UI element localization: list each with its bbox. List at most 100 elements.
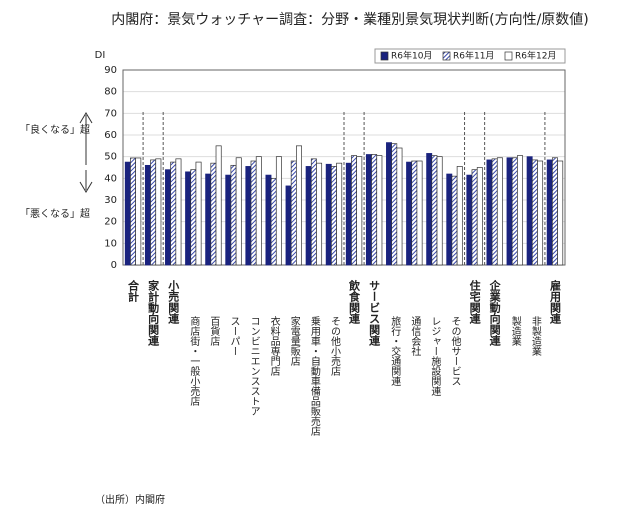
- bar: [195, 161, 202, 266]
- y-tick-label: 20: [104, 217, 117, 228]
- legend-box: [374, 48, 566, 64]
- bar: [285, 185, 292, 266]
- bar: [365, 154, 372, 266]
- bar: [230, 164, 237, 266]
- x-tick-label: 住宅関連: [468, 279, 481, 325]
- bar: [431, 155, 438, 266]
- bar: [210, 162, 217, 266]
- x-tick-label: 飲食関連: [348, 279, 362, 325]
- bar: [471, 169, 478, 266]
- bar: [296, 145, 302, 266]
- x-tick-label: 乗用車・自動車備品販売店: [308, 316, 320, 437]
- bar: [531, 159, 538, 266]
- bar: [406, 161, 413, 266]
- bar: [144, 164, 151, 266]
- bar: [185, 171, 192, 266]
- bar: [265, 174, 272, 266]
- bar: [511, 157, 518, 266]
- bar: [345, 162, 352, 266]
- bar: [124, 161, 131, 266]
- bar: [446, 173, 453, 266]
- bar: [371, 154, 378, 266]
- bar: [486, 159, 493, 266]
- bar: [451, 175, 458, 266]
- x-tick-label: スーパー: [228, 316, 240, 356]
- bar: [517, 155, 523, 266]
- bar: [225, 174, 232, 266]
- legend-label: R6年12月: [515, 50, 556, 62]
- bar: [275, 156, 282, 266]
- bar: [245, 166, 252, 266]
- bar: [351, 155, 358, 266]
- bar: [537, 160, 544, 266]
- bar: [150, 159, 157, 266]
- bar: [235, 157, 242, 266]
- bar: [290, 160, 297, 266]
- arrow-up: [79, 112, 93, 165]
- arrow-down: [79, 170, 93, 193]
- x-tick-label: その他小売店: [328, 316, 340, 377]
- bar: [175, 158, 182, 266]
- bar: [356, 156, 363, 266]
- y-axis-label: DI: [95, 50, 106, 61]
- bar: [336, 162, 343, 266]
- bar: [506, 157, 513, 266]
- bar: [135, 157, 142, 266]
- bar: [205, 173, 212, 266]
- y-tick-label: 80: [104, 87, 117, 98]
- chart-title: 内閣府：景気ウォッチャー調査：分野・業種別景気現状判断(方向性/原数値): [111, 12, 589, 28]
- y-tick-label: 10: [104, 238, 117, 249]
- x-tick-label: 通信会社: [409, 316, 421, 357]
- legend-swatch: [504, 51, 513, 61]
- bar: [526, 156, 533, 266]
- x-tick-label: 非製造業: [529, 316, 541, 357]
- x-tick-label: 旅行・交通関連: [389, 315, 401, 387]
- x-tick-label: 合計: [127, 279, 140, 303]
- bar: [376, 155, 383, 266]
- x-tick-label: レジャー施設関連: [429, 316, 441, 397]
- y-tick-label: 60: [104, 130, 117, 141]
- legend-swatch: [380, 51, 389, 61]
- bar: [551, 157, 558, 266]
- bar: [330, 166, 337, 266]
- bar: [316, 162, 323, 266]
- y-tick-label: 50: [104, 152, 117, 163]
- legend-label: R6年10月: [391, 50, 432, 62]
- x-tick-label: 家計動向関連: [147, 279, 160, 347]
- bar: [491, 158, 498, 266]
- bar: [476, 167, 483, 266]
- bar: [165, 169, 171, 266]
- x-tick-label: 家電量販店: [288, 315, 300, 367]
- y-tick-label: 30: [104, 195, 117, 206]
- bar: [325, 163, 332, 266]
- bar: [215, 145, 222, 266]
- source: （出所）内閣府: [95, 493, 165, 506]
- bar: [305, 166, 312, 266]
- x-tick-label: 雇用関連: [548, 279, 561, 325]
- bar: [391, 143, 398, 266]
- bar: [426, 153, 433, 266]
- bar: [411, 160, 418, 266]
- bar: [546, 159, 553, 266]
- x-tick-label: 衣料品専門店: [268, 315, 280, 377]
- bar: [130, 157, 137, 266]
- bar: [255, 156, 262, 266]
- x-tick-label: 小売関連: [167, 279, 181, 325]
- bar: [396, 147, 403, 266]
- y-tick-label: 70: [104, 108, 117, 119]
- bar: [386, 142, 392, 266]
- legend-swatch: [442, 51, 451, 61]
- x-tick-label: 企業動向関連: [488, 279, 502, 347]
- y-tick-label: 40: [104, 173, 117, 184]
- x-tick-label: 百貨店: [208, 316, 220, 347]
- x-tick-label: 商店街・一般小売店: [188, 315, 200, 407]
- bar: [250, 160, 257, 266]
- bar: [557, 160, 564, 266]
- bar: [416, 160, 423, 266]
- annotation-down: 「悪くなる」超: [20, 207, 90, 220]
- bar: [310, 158, 317, 266]
- x-tick-label: コンビニエンスストア: [248, 316, 260, 416]
- x-tick-label: 製造業: [509, 315, 521, 347]
- bar: [466, 174, 473, 266]
